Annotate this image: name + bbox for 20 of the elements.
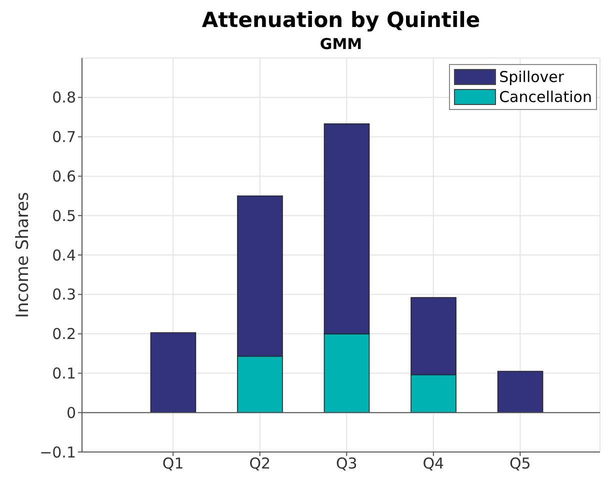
x-tick-label: Q3 xyxy=(336,454,358,473)
y-tick-label: 0.3 xyxy=(52,286,76,304)
y-tick-label: 0.4 xyxy=(52,246,76,264)
x-tick-label: Q2 xyxy=(249,454,271,473)
chart-subtitle: GMM xyxy=(318,35,364,53)
chart-title: Attenuation by Quintile xyxy=(200,8,482,32)
x-tick-label: Q4 xyxy=(422,454,444,473)
y-tick-label: 0.5 xyxy=(52,206,76,225)
y-tick-label: 0.8 xyxy=(52,88,76,107)
y-tick-label: 0.1 xyxy=(52,364,76,383)
y-tick-label: 0.7 xyxy=(52,128,76,146)
legend-label: Cancellation xyxy=(499,88,592,106)
y-tick-label: 0.6 xyxy=(52,168,76,186)
y-tick-label: 0.2 xyxy=(52,325,76,344)
x-tick-label: Q1 xyxy=(162,454,184,473)
x-tick-label: Q5 xyxy=(509,454,531,473)
legend-label: Spillover xyxy=(499,68,564,86)
y-tick-label: 0 xyxy=(66,404,76,422)
y-tick-label: −0.1 xyxy=(40,443,76,462)
y-axis-title: Income Shares xyxy=(13,192,34,318)
